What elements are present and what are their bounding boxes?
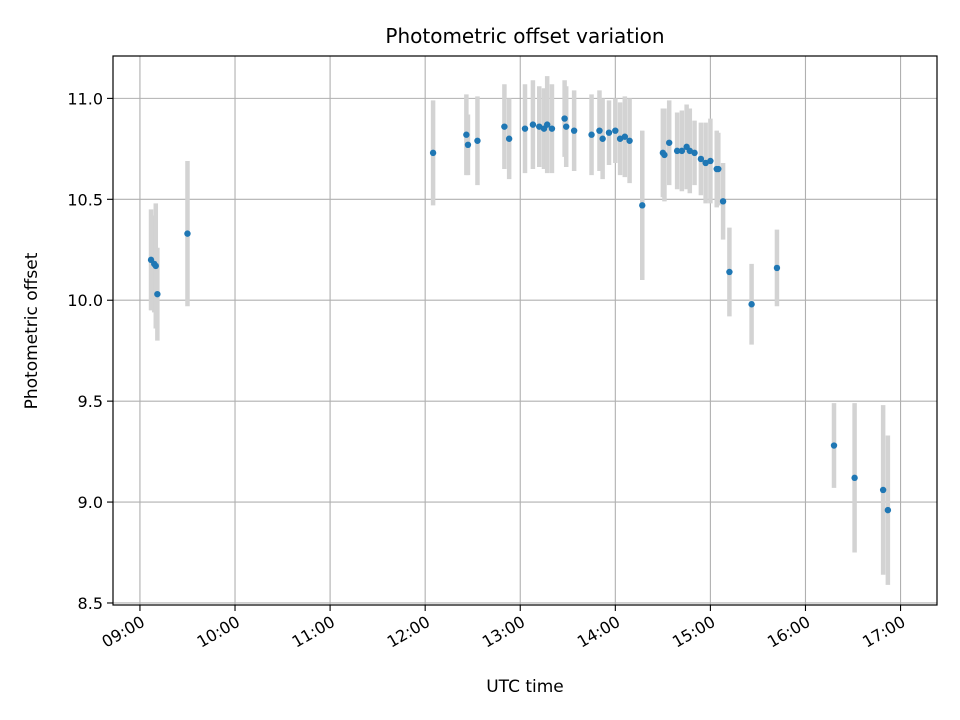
data-point <box>464 141 472 149</box>
data-point <box>561 115 568 122</box>
data-point <box>661 151 668 159</box>
data-point <box>154 290 161 298</box>
data-point <box>691 149 698 157</box>
data-point <box>726 268 733 276</box>
data-point <box>666 139 673 146</box>
y-axis-label: Photometric offset <box>22 252 42 409</box>
y-tick-label: 8.5 <box>78 594 103 613</box>
data-point <box>474 137 481 144</box>
data-point <box>830 442 838 449</box>
data-point <box>612 127 619 134</box>
y-tick-label: 9.5 <box>78 392 103 411</box>
data-point <box>697 155 705 163</box>
data-point <box>184 230 191 237</box>
data-point <box>773 264 781 272</box>
chart-title: Photometric offset variation <box>385 24 664 48</box>
data-point <box>851 474 858 482</box>
y-tick-label: 9.0 <box>78 493 103 512</box>
data-point <box>543 121 551 128</box>
data-point <box>521 125 529 132</box>
data-point <box>626 137 633 144</box>
data-point <box>152 262 159 270</box>
data-point <box>719 198 727 205</box>
data-point <box>621 133 629 140</box>
data-point <box>715 165 722 173</box>
data-point <box>596 127 603 134</box>
data-point <box>563 123 570 130</box>
y-tick-label: 11.0 <box>67 89 103 108</box>
data-point <box>639 202 646 209</box>
y-tick-label: 10.5 <box>67 190 103 209</box>
y-tick-label: 10.0 <box>67 291 103 310</box>
data-points <box>147 115 892 514</box>
data-point <box>588 131 595 138</box>
x-axis-label: UTC time <box>486 677 564 697</box>
data-point <box>501 123 508 130</box>
data-point <box>879 486 887 494</box>
data-point <box>748 301 755 308</box>
data-point <box>599 135 606 142</box>
data-point <box>570 127 578 134</box>
y-axis-ticks: 8.5 9.0 9.5 10.0 10.5 11.0 <box>67 89 113 613</box>
data-point <box>678 147 686 155</box>
data-point <box>505 135 513 142</box>
data-point <box>707 157 714 165</box>
data-point <box>673 147 681 155</box>
plot-area-frame <box>112 55 938 606</box>
data-point <box>529 121 537 128</box>
data-point <box>884 506 892 514</box>
data-point <box>548 125 556 132</box>
data-point <box>429 149 437 157</box>
data-point <box>463 131 470 138</box>
data-point <box>605 129 613 136</box>
